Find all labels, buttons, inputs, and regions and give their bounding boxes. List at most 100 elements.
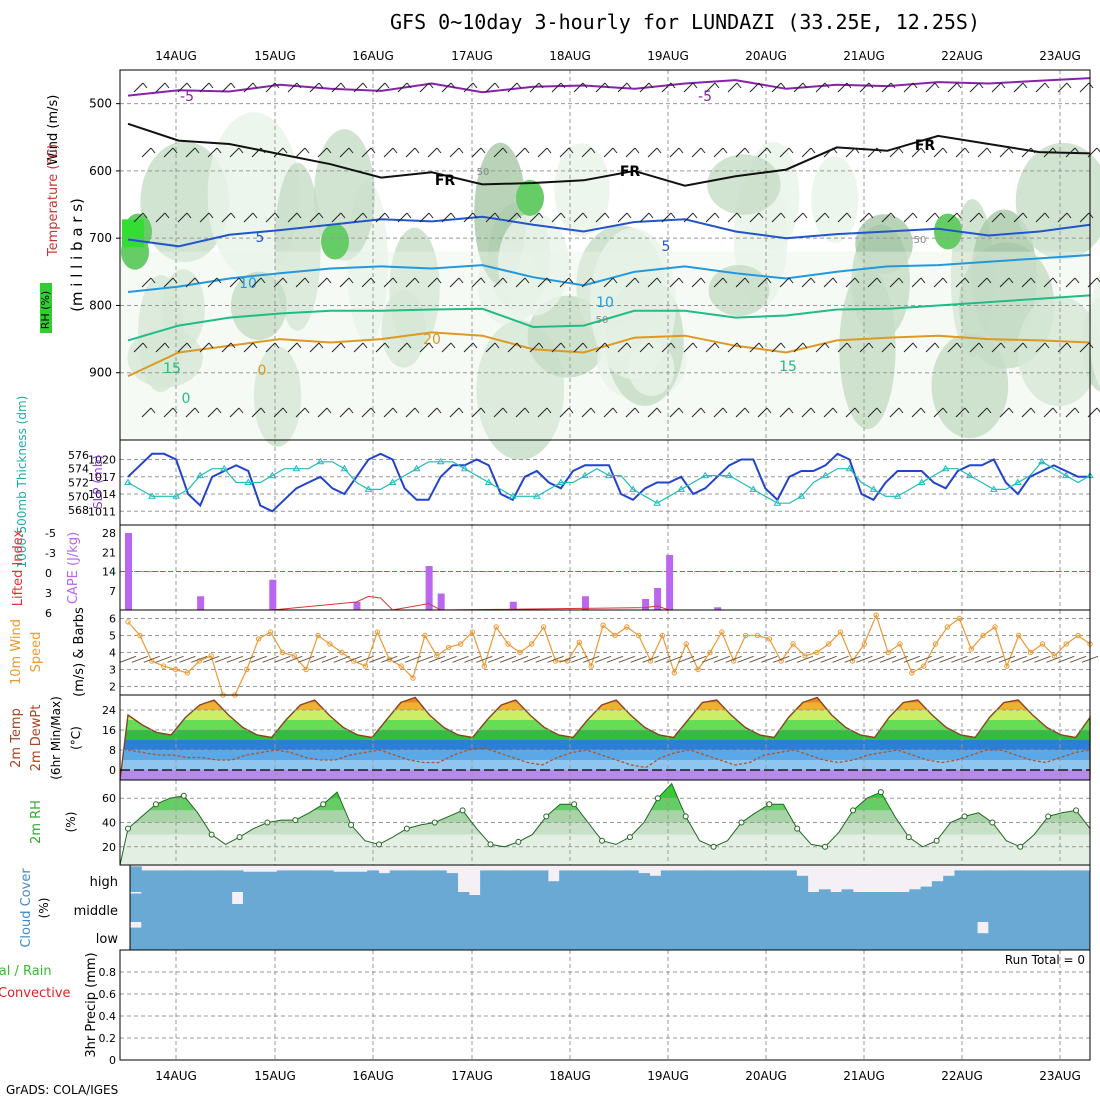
wind-barb-flag	[626, 82, 632, 89]
surface-wind-barb	[428, 655, 445, 663]
cloud-bar	[672, 922, 684, 950]
rh-point	[125, 825, 131, 832]
wind-barb	[383, 277, 394, 288]
contour-label: -5	[180, 89, 194, 105]
wind-barb-flag	[230, 82, 236, 89]
cloud-bar	[977, 933, 989, 950]
wind-barb-flag	[670, 82, 676, 89]
rh-patch	[140, 141, 230, 263]
contour-label: 50	[477, 167, 490, 178]
cloud-bar	[965, 870, 978, 892]
wind-barb-flag	[626, 342, 632, 349]
wind-barb	[889, 147, 900, 158]
wind-barb-flag	[1066, 212, 1072, 219]
rh-point	[738, 819, 745, 826]
surface-wind-barb	[452, 655, 469, 663]
cloud-bar	[706, 892, 718, 922]
wind-barb	[1065, 277, 1076, 288]
y-axis-label-millibars: (m i l l i b a r s)	[68, 198, 86, 312]
wind-speed-point	[137, 632, 143, 639]
wind-barb	[383, 407, 394, 418]
wind-barb-flag	[832, 277, 838, 284]
rh-patch	[253, 346, 302, 447]
wind-speed-point	[600, 622, 606, 628]
cloud-bar	[604, 870, 617, 892]
wind-barb-flag	[824, 82, 830, 89]
wind-barb-flag	[736, 212, 742, 219]
surface-wind-barb	[666, 655, 683, 663]
wind-barb-flag	[494, 212, 500, 219]
surface-wind-barb	[381, 655, 398, 663]
wind-barb	[1013, 82, 1024, 93]
wind-barb-flag	[494, 82, 500, 89]
cloud-bar	[276, 870, 289, 892]
cloud-bar	[333, 892, 346, 922]
wind-speed-point	[659, 632, 666, 639]
cloud-bar	[423, 922, 436, 950]
wind-barb-flag	[326, 407, 332, 414]
cloud-bar	[536, 922, 549, 950]
wind-barb-flag	[538, 82, 544, 89]
wind-barb-flag	[194, 277, 200, 284]
wind-barb-flag	[560, 82, 566, 89]
surface-wind-barb	[1046, 655, 1063, 663]
wind-barb-flag	[1022, 82, 1028, 89]
wind-barb	[1043, 147, 1054, 158]
wind-barb-flag	[142, 82, 148, 89]
wind-barb-flag	[912, 82, 918, 89]
cape-tick-label: 28	[102, 527, 116, 540]
wind-barb-flag	[172, 147, 178, 154]
wind-barb	[493, 147, 504, 158]
wind-barb	[273, 407, 284, 418]
wind-barb	[727, 82, 738, 93]
wind-barb-flag	[876, 277, 882, 284]
cloud-bar	[796, 875, 809, 892]
cloud-bar	[446, 922, 459, 950]
cloud-bar	[197, 870, 210, 892]
thickness-marker	[581, 471, 589, 479]
wind-barb	[991, 82, 1002, 93]
rh-tick-label: 60	[102, 792, 116, 805]
wind-barb	[287, 82, 298, 93]
wind-barb-flag	[700, 277, 706, 284]
wind-barb-flag	[436, 407, 442, 414]
wind-barb	[133, 82, 144, 93]
wind-barb	[581, 277, 592, 288]
thickness-marker	[412, 464, 421, 472]
wind-speed-point	[1016, 632, 1022, 639]
wind-barb	[1057, 342, 1068, 353]
wind-barb-flag	[824, 342, 830, 349]
wind-speed-point	[766, 636, 773, 642]
wind-barb	[493, 407, 504, 418]
surface-wind-barb	[404, 655, 422, 663]
cloud-bar	[593, 922, 605, 950]
wind-barb	[801, 277, 812, 288]
wind-speed-point	[505, 641, 511, 647]
cloud-bar	[660, 892, 673, 922]
thickness-marker	[989, 485, 998, 492]
wind-barb-flag	[1000, 212, 1006, 219]
wind-barb	[815, 342, 826, 353]
wind-barb	[969, 342, 980, 353]
wind-barb	[683, 212, 694, 223]
wind-barb-flag	[384, 82, 390, 89]
wind-barb-flag	[758, 212, 764, 219]
li-tick-label: 0	[45, 567, 52, 580]
wind-speed-point	[897, 641, 903, 647]
surface-wind-barb	[594, 655, 612, 663]
wind-barb-flag	[722, 277, 728, 284]
cloud-bar	[841, 922, 854, 950]
wind-barb	[1079, 342, 1090, 353]
wind-barb-flag	[1030, 407, 1036, 414]
wind-barb	[229, 407, 240, 418]
y-axis-label-temperature: Temperature (°C)	[46, 144, 61, 257]
wind-barb	[397, 212, 408, 223]
thickness-marker	[629, 485, 637, 492]
surface-wind-barb	[309, 655, 327, 663]
cloud-bar	[1044, 922, 1057, 950]
wind-barb	[221, 82, 232, 93]
wind-barb	[559, 277, 570, 288]
surface-wind-barb	[1010, 655, 1027, 663]
wind-speed-point	[719, 629, 725, 635]
